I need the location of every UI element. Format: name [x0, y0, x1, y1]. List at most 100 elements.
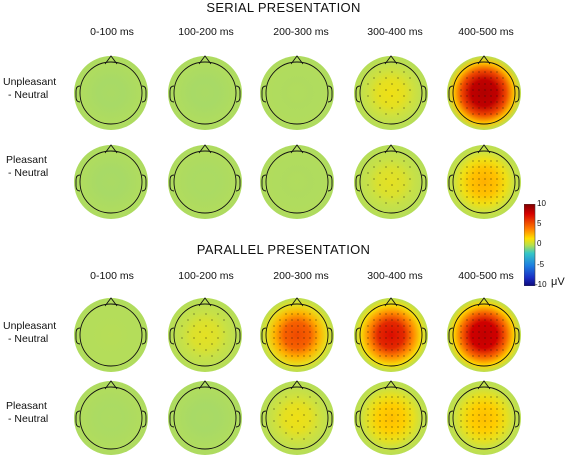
nose-outline	[198, 380, 212, 390]
electrode-dot	[373, 166, 375, 168]
electrode-dot	[391, 83, 393, 85]
electrode-dot	[187, 331, 189, 333]
electrode-dot	[385, 337, 387, 339]
electrode-dot	[490, 325, 492, 327]
topomap-field	[74, 298, 148, 372]
electrode-dot	[385, 402, 387, 404]
electrode-dot	[385, 101, 387, 103]
right-ear-outline	[514, 85, 520, 103]
electrode-dot	[291, 426, 293, 428]
electrode-dot	[484, 313, 486, 315]
electrode-dot	[379, 349, 381, 351]
electrode-dot	[391, 355, 393, 357]
right-ear-outline	[514, 327, 520, 345]
electrode-dot	[403, 95, 405, 97]
electrode-dot	[373, 89, 375, 91]
electrode-dot	[385, 319, 387, 321]
electrode-dot	[472, 426, 474, 428]
electrode-dot	[379, 313, 381, 315]
electrode-dot	[502, 83, 504, 85]
electrode-dot	[409, 408, 411, 410]
electrode-dot	[478, 71, 480, 73]
colorbar-gradient	[524, 204, 536, 286]
electrode-dot	[484, 408, 486, 410]
electrode-dot	[291, 319, 293, 321]
electrode-dot	[460, 83, 462, 85]
electrode-dot	[309, 349, 311, 351]
electrode-dot	[484, 349, 486, 351]
electrode-dot	[223, 331, 225, 333]
topomap	[447, 297, 521, 372]
electrode-dot	[409, 420, 411, 422]
electrode-dot	[397, 313, 399, 315]
nose-outline	[198, 297, 212, 307]
electrode-dot	[502, 349, 504, 351]
electrode-dot	[490, 426, 492, 428]
electrode-dot	[297, 349, 299, 351]
electrode-dot	[496, 414, 498, 416]
electrode-dot	[478, 337, 480, 339]
electrode-dot	[409, 349, 411, 351]
electrode-dot	[472, 408, 474, 410]
electrode-dot	[502, 402, 504, 404]
electrode-dot	[309, 319, 311, 321]
left-ear-outline	[261, 327, 267, 345]
electrode-dot	[484, 402, 486, 404]
electrode-dot	[391, 396, 393, 398]
topomap	[168, 297, 242, 372]
electrode-dot	[181, 337, 183, 339]
electrode-dot	[478, 166, 480, 168]
electrode-dot	[460, 95, 462, 97]
electrode-dot	[478, 438, 480, 440]
electrode-dot	[490, 408, 492, 410]
electrode-dot	[478, 396, 480, 398]
electrode-dot	[193, 325, 195, 327]
nose-outline	[384, 144, 398, 154]
electrode-dot	[496, 184, 498, 186]
nose-outline	[104, 380, 118, 390]
electrode-dot	[279, 402, 281, 404]
electrode-dot	[478, 331, 480, 333]
electrode-dot	[391, 337, 393, 339]
electrode-dot	[403, 160, 405, 162]
electrode-dot	[291, 355, 293, 357]
topomap	[260, 297, 334, 372]
electrode-dot	[490, 101, 492, 103]
electrode-dot	[490, 184, 492, 186]
left-ear-outline	[169, 410, 175, 428]
electrode-dot	[379, 172, 381, 174]
electrode-dot	[490, 160, 492, 162]
electrode-dot	[403, 396, 405, 398]
electrode-dot	[478, 408, 480, 410]
electrode-dot	[391, 343, 393, 345]
electrode-dot	[490, 107, 492, 109]
electrode-dot	[403, 196, 405, 198]
electrode-dot	[484, 184, 486, 186]
electrode-dot	[367, 408, 369, 410]
electrode-dot	[403, 414, 405, 416]
parallel-col-label-2: 200-300 ms	[273, 270, 329, 282]
electrode-dot	[472, 402, 474, 404]
electrode-dot	[478, 402, 480, 404]
electrode-dot	[391, 172, 393, 174]
electrode-dot	[502, 101, 504, 103]
topomap-field	[168, 381, 242, 455]
electrode-dot	[199, 331, 201, 333]
electrode-dot	[391, 349, 393, 351]
electrode-dot	[385, 355, 387, 357]
electrode-dot	[460, 325, 462, 327]
electrode-dot	[297, 408, 299, 410]
electrode-dot	[193, 349, 195, 351]
electrode-dot	[460, 343, 462, 345]
electrode-dot	[466, 107, 468, 109]
electrode-dot	[502, 432, 504, 434]
electrode-dot	[472, 95, 474, 97]
electrode-dot	[490, 420, 492, 422]
topomap	[74, 55, 148, 130]
electrode-dot	[391, 95, 393, 97]
electrode-dot	[279, 337, 281, 339]
left-ear-outline	[75, 85, 81, 103]
nose-outline	[104, 144, 118, 154]
electrode-dot	[187, 319, 189, 321]
topomap-field	[74, 145, 148, 219]
